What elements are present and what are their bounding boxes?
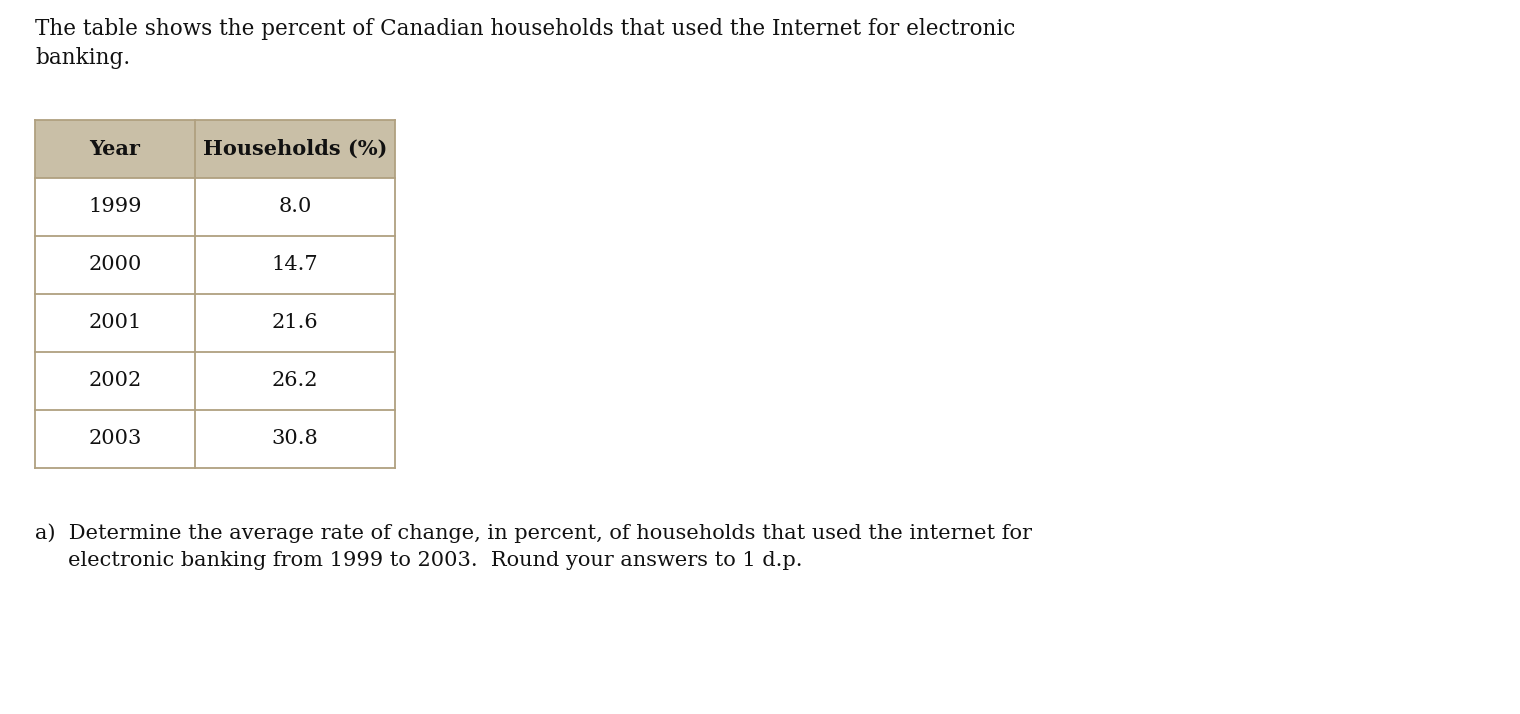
Text: electronic banking from 1999 to 2003.  Round your answers to 1 d.p.: electronic banking from 1999 to 2003. Ro… bbox=[35, 551, 803, 570]
Bar bbox=[35, 120, 395, 178]
Text: 14.7: 14.7 bbox=[272, 256, 318, 274]
Text: 21.6: 21.6 bbox=[272, 313, 318, 333]
Text: 2003: 2003 bbox=[88, 430, 141, 448]
Text: 2000: 2000 bbox=[88, 256, 141, 274]
Text: 2002: 2002 bbox=[88, 371, 141, 391]
Text: Year: Year bbox=[90, 139, 140, 159]
Bar bbox=[35, 468, 395, 526]
Bar bbox=[35, 294, 395, 352]
Text: Households (%): Households (%) bbox=[202, 139, 388, 159]
Text: 26.2: 26.2 bbox=[272, 371, 318, 391]
Text: 8.0: 8.0 bbox=[278, 198, 312, 216]
Text: 1999: 1999 bbox=[88, 198, 141, 216]
Text: a)  Determine the average rate of change, in percent, of households that used th: a) Determine the average rate of change,… bbox=[35, 523, 1032, 543]
Text: The table shows the percent of Canadian households that used the Internet for el: The table shows the percent of Canadian … bbox=[35, 18, 1015, 69]
Text: 2001: 2001 bbox=[88, 313, 141, 333]
Bar bbox=[35, 410, 395, 468]
Bar bbox=[35, 352, 395, 410]
Text: 30.8: 30.8 bbox=[272, 430, 318, 448]
Bar bbox=[35, 236, 395, 294]
